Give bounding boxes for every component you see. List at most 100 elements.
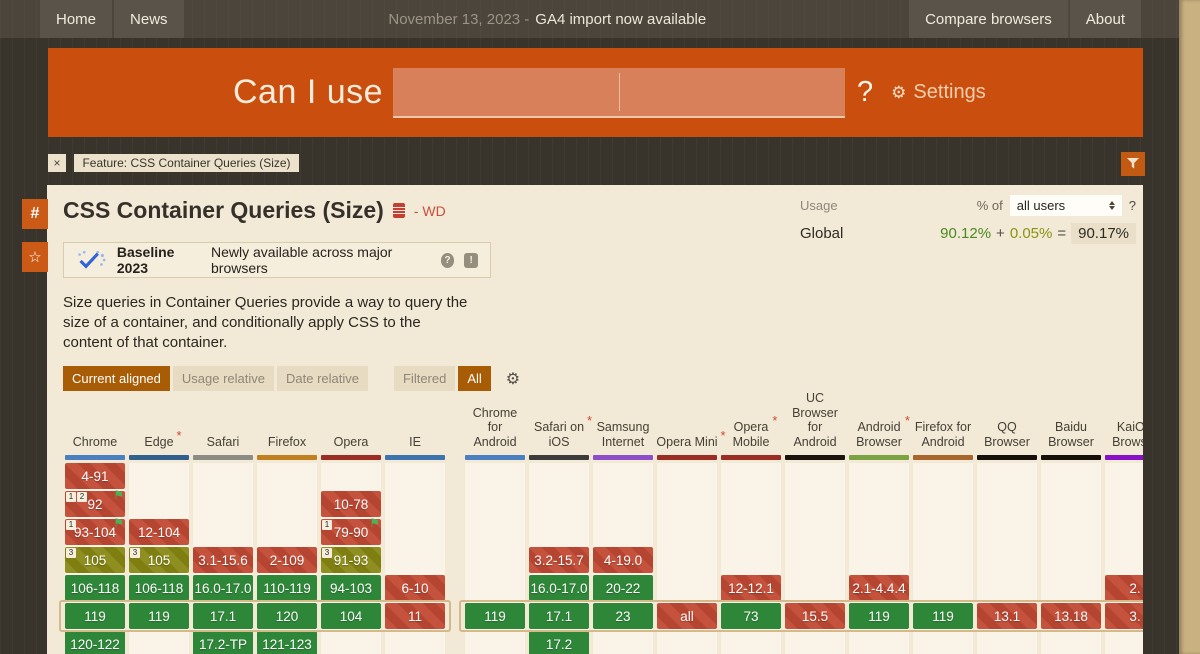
support-cell[interactable]: 119 <box>913 603 973 629</box>
anchor-link-button[interactable]: # <box>22 199 48 229</box>
version-slot <box>849 463 909 491</box>
support-cell[interactable]: 120 <box>257 603 317 629</box>
browser-column: Chrome for Android 119 <box>463 403 527 654</box>
support-cell[interactable]: 119 <box>65 603 125 629</box>
browser-name: Opera Mobile * <box>732 413 778 449</box>
baseline-help-icon[interactable]: ? <box>440 252 455 268</box>
support-cell[interactable]: 17.1 <box>193 603 253 629</box>
support-cell[interactable]: 2.1-4.4.4 <box>849 575 909 601</box>
version-slot <box>849 491 909 519</box>
filter-button[interactable] <box>1121 152 1145 176</box>
support-cell[interactable]: 119 <box>129 603 189 629</box>
browser-color-bar <box>593 455 653 460</box>
support-cell[interactable]: 20-22 <box>593 575 653 601</box>
support-cell[interactable]: 6-10 <box>385 575 445 601</box>
support-cell[interactable]: 3.1-15.6 <box>193 547 253 573</box>
support-cell[interactable]: 93-104 1 ⚑ <box>65 517 125 545</box>
support-cell[interactable]: 17.2 <box>529 631 589 654</box>
support-cell[interactable]: 3. <box>1105 603 1143 629</box>
version-slot <box>785 547 845 575</box>
version-slot <box>913 631 973 654</box>
baseline-feedback-icon[interactable]: ! <box>464 252 479 268</box>
support-cell[interactable]: 105 3 <box>129 547 189 573</box>
support-cell[interactable]: 106-118 <box>65 575 125 601</box>
support-cell[interactable]: 92 1 2 ⚑ <box>65 489 125 517</box>
support-cell[interactable]: 15.5 <box>785 603 845 629</box>
support-cell[interactable]: 12-12.1 <box>721 575 781 601</box>
support-cell[interactable]: 2-109 <box>257 547 317 573</box>
version-slot: 12-12.1 <box>721 575 781 603</box>
support-cell[interactable]: 106-118 <box>129 575 189 601</box>
remove-feature-filter-button[interactable]: × <box>48 154 66 172</box>
version-range: 120 <box>275 608 299 624</box>
help-link[interactable]: ? <box>857 76 874 108</box>
support-cell[interactable]: 16.0-17.0 <box>529 575 589 601</box>
support-cell[interactable]: 17.1 <box>529 603 589 629</box>
support-cell[interactable]: 105 3 <box>65 547 125 573</box>
version-range: 94-103 <box>329 580 373 596</box>
version-column: 6-10 11 <box>385 463 445 654</box>
usage-scope-select[interactable]: all users <box>1009 195 1122 216</box>
version-range: 6-10 <box>401 580 429 596</box>
support-cell[interactable]: 119 <box>465 603 525 629</box>
nav-compare-browsers-button[interactable]: Compare browsers <box>909 0 1068 38</box>
support-cell[interactable]: 16.0-17.0 <box>193 575 253 601</box>
version-slot: 110-119 <box>257 575 317 603</box>
usage-label: Usage <box>800 198 838 213</box>
support-cell[interactable]: 79-90 1 ⚑ <box>321 517 381 545</box>
version-slot: 11 <box>385 603 445 631</box>
support-cell[interactable]: 3.2-15.7 <box>529 547 589 573</box>
support-cell[interactable]: 23 <box>593 603 653 629</box>
spec-status-link[interactable]: - WD <box>413 202 446 219</box>
browser-name: Chrome <box>72 434 118 449</box>
support-cell[interactable]: 121-123 <box>257 631 317 654</box>
support-cell[interactable]: 17.2-TP <box>193 631 253 654</box>
support-cell[interactable]: 91-93 3 <box>321 547 381 573</box>
support-cell[interactable]: 13.1 <box>977 603 1037 629</box>
support-cell[interactable]: 4-19.0 <box>593 547 653 573</box>
filter-filtered-button[interactable]: Filtered <box>393 366 456 391</box>
search-box[interactable] <box>393 67 846 118</box>
settings-button[interactable]: ⚙ Settings <box>891 81 986 104</box>
support-cell[interactable]: 94-103 <box>321 575 381 601</box>
version-range: 2.1-4.4.4 <box>852 580 906 596</box>
favorite-star-button[interactable]: ☆ <box>22 242 48 272</box>
support-cell[interactable]: 73 <box>721 603 781 629</box>
note-asterisk: * <box>904 413 910 428</box>
usage-help-link[interactable]: ? <box>1128 198 1136 213</box>
version-slot: 105 3 <box>129 547 189 575</box>
table-settings-gear-icon[interactable]: ⚙ <box>505 370 521 388</box>
announcement-link[interactable]: GA4 import now available <box>535 10 707 28</box>
support-cell[interactable]: 2. <box>1105 575 1143 601</box>
version-slot <box>849 631 909 654</box>
spec-document-icon[interactable] <box>392 203 405 218</box>
filter-all-button[interactable]: All <box>458 366 491 391</box>
support-cell[interactable]: 12-104 <box>129 519 189 545</box>
support-cell[interactable]: all <box>657 603 717 629</box>
version-range: 105 <box>83 552 107 568</box>
support-cell[interactable]: 110-119 <box>257 575 317 601</box>
support-cell[interactable]: 104 <box>321 603 381 629</box>
support-cell[interactable]: 4-91 <box>65 463 125 489</box>
support-cell[interactable]: 10-78 <box>321 491 381 517</box>
footnote-badges: 1 <box>66 520 76 530</box>
version-column: 2-109 110-119 120 121-123 <box>257 463 317 654</box>
support-cell[interactable]: 13.18 <box>1041 603 1101 629</box>
nav-news-button[interactable]: News <box>114 0 184 38</box>
nav-home-button[interactable]: Home <box>40 0 113 38</box>
nav-about-button[interactable]: About <box>1069 0 1141 38</box>
version-slot <box>849 519 909 547</box>
support-cell[interactable]: 120-122 <box>65 631 125 654</box>
view-current-aligned-button[interactable]: Current aligned <box>63 366 170 391</box>
version-column: all <box>657 463 717 654</box>
version-range: 91-93 <box>333 552 369 568</box>
support-cell[interactable]: 119 <box>849 603 909 629</box>
view-date-relative-button[interactable]: Date relative <box>277 366 368 391</box>
version-column: 2.1-4.4.4 119 <box>849 463 909 654</box>
support-cell[interactable]: 11 <box>385 603 445 629</box>
version-slot: 3. <box>1105 603 1143 631</box>
view-usage-relative-button[interactable]: Usage relative <box>172 366 274 391</box>
version-slot <box>657 547 717 575</box>
browser-color-bar <box>721 455 781 460</box>
version-range: 3.1-15.6 <box>198 552 248 568</box>
